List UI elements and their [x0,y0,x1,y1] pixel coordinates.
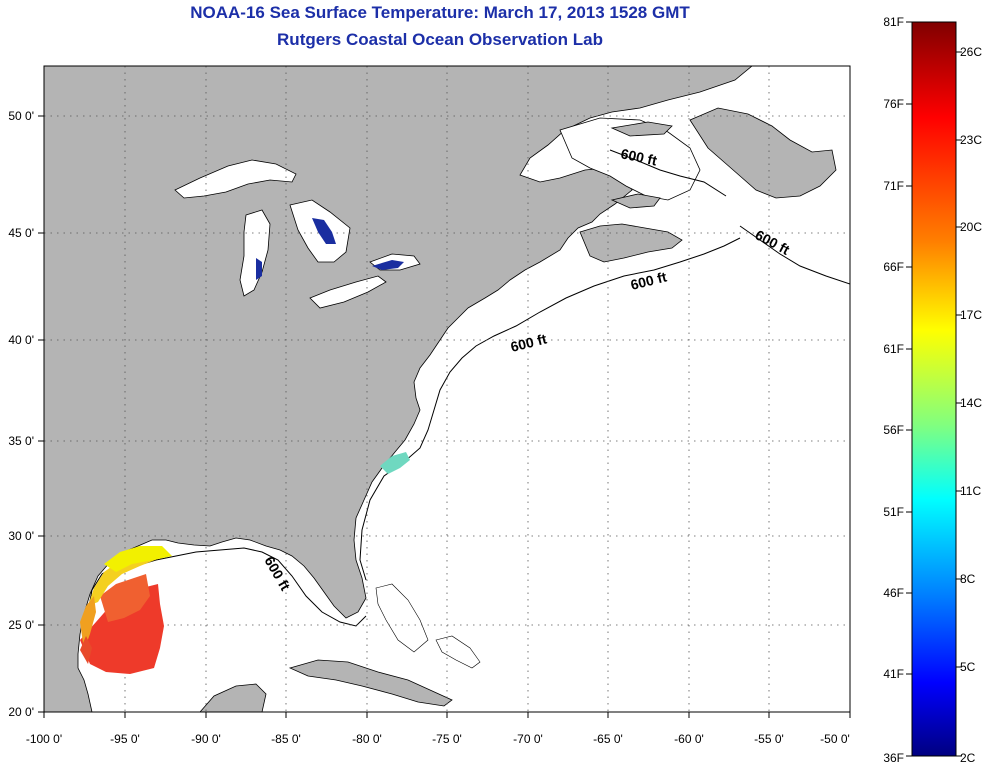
x-tick-label: -90 0' [191,732,221,746]
colorbar-f-label: 46F [883,586,904,600]
colorbar-c-label: 14C [960,396,982,410]
x-tick-label: -70 0' [513,732,543,746]
land-pei [610,193,661,209]
colorbar-f-label: 71F [883,179,904,193]
colorbar-c-label: 26C [960,45,982,59]
map-title: NOAA-16 Sea Surface Temperature: March 1… [190,3,690,22]
x-tick-label: -50 0' [820,732,850,746]
colorbar-f-label: 51F [883,505,904,519]
x-tick-label: -55 0' [754,732,784,746]
graticule [44,66,850,712]
y-tick-label: 20 0' [8,705,34,719]
land-cuba [288,659,453,707]
colorbar-f-label: 61F [883,342,904,356]
land-north-america [44,66,753,712]
x-tick-label: -65 0' [593,732,623,746]
colorbar-f-label: 66F [883,260,904,274]
y-tick-label: 25 0' [8,618,34,632]
isobath-label: 600 ft [619,145,658,168]
colorbar-c-label: 20C [960,220,982,234]
lake-superior [174,159,297,199]
x-tick-label: -75 0' [432,732,462,746]
x-tick-label: -95 0' [110,732,140,746]
colorbar-c-label: 23C [960,133,982,147]
gulf-st-lawrence [559,117,701,201]
colorbar-c-label: 5C [960,660,976,674]
axis-ticks [38,115,851,718]
y-tick-label: 35 0' [8,434,34,448]
y-tick-label: 40 0' [8,333,34,347]
land-newfoundland [689,107,837,199]
colorbar-c-label: 8C [960,572,976,586]
colorbar-f-label: 81F [883,15,904,29]
colorbar-f-label: 76F [883,97,904,111]
lake-erie [309,275,387,309]
map-subtitle: Rutgers Coastal Ocean Observation Lab [277,30,603,49]
bahamas-banks [375,583,429,653]
x-tick-label: -60 0' [674,732,704,746]
bahamas-banks-east [435,635,481,669]
colorbar-f-label: 56F [883,423,904,437]
sst-data [80,218,410,674]
colorbar-c-label: 2C [960,751,976,765]
land-yucatan [199,683,267,712]
colorbar-ticks [906,21,962,757]
lake-michigan [239,209,271,297]
x-tick-label: -100 0' [26,732,62,746]
colorbar-f-label: 36F [883,751,904,765]
land-anticosti [610,121,673,137]
colorbar-c-label: 17C [960,308,982,322]
x-tick-label: -80 0' [352,732,382,746]
land-nova-scotia [579,223,683,263]
colorbar-c-label: 11C [960,484,981,498]
colorbar [911,21,957,757]
y-tick-label: 45 0' [8,226,34,240]
y-tick-label: 30 0' [8,529,34,543]
y-tick-label: 50 0' [8,109,34,123]
x-tick-label: -85 0' [271,732,301,746]
colorbar-f-label: 41F [883,667,904,681]
